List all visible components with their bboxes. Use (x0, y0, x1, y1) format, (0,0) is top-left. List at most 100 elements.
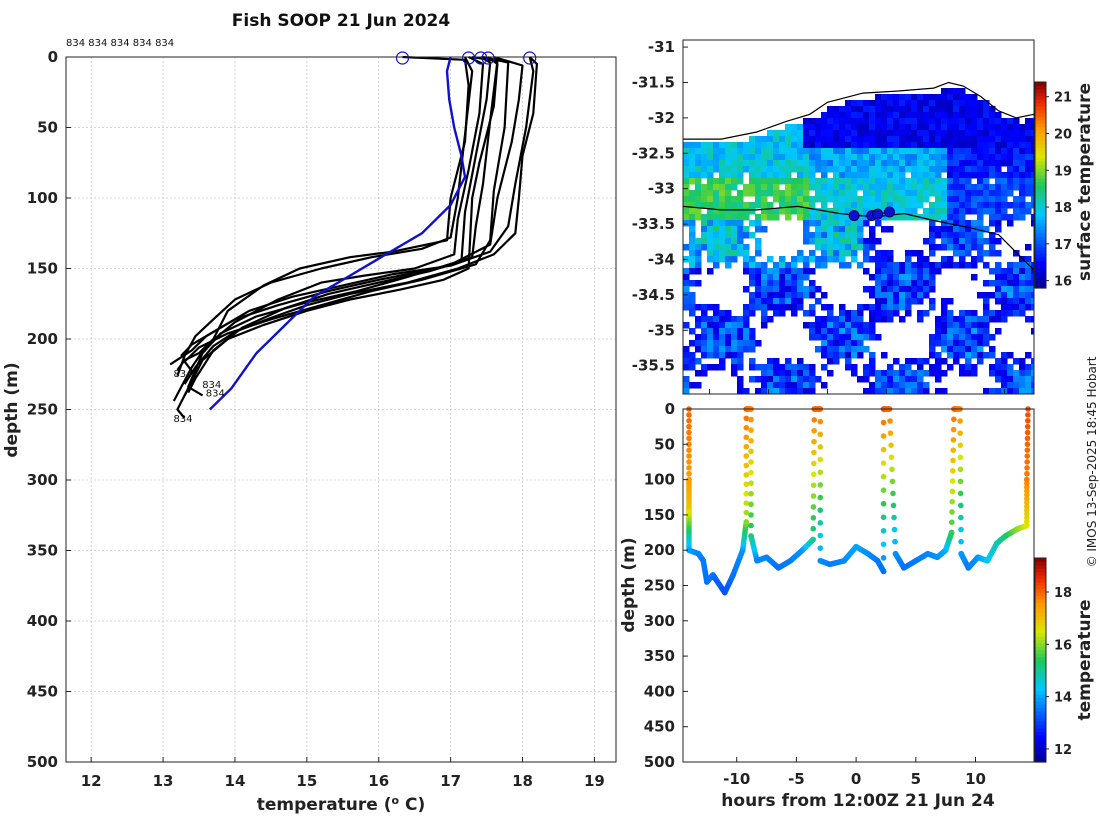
trace-point (686, 453, 692, 459)
temperature-colorbar-swatch (1035, 581, 1046, 586)
sst-cell (977, 238, 984, 245)
sst-cell (719, 256, 726, 263)
sst-cell (959, 220, 966, 227)
sst-cell (959, 124, 966, 131)
sst-cell (935, 334, 942, 341)
temperature-colorbar-swatch (1035, 758, 1046, 763)
sst-cell (767, 154, 774, 161)
sst-cell (923, 154, 930, 161)
sst-cell (959, 100, 966, 107)
sst-cell (743, 262, 750, 269)
sst-cell (983, 100, 990, 107)
sst-cell (989, 112, 996, 119)
sst-cell (905, 136, 912, 143)
sst-cell (905, 94, 912, 101)
sst-cell (803, 388, 810, 394)
sst-cell (929, 238, 936, 245)
sst-cell (833, 202, 840, 209)
sst-cell (905, 166, 912, 173)
sst-cell (911, 196, 918, 203)
sst-cell (791, 130, 798, 137)
sst-cell (803, 214, 810, 221)
sst-cell (917, 196, 924, 203)
sst-cell (809, 388, 816, 394)
sst-cell (941, 160, 948, 167)
sst-cell (875, 136, 882, 143)
sst-cell (923, 208, 930, 215)
sst-cell (953, 208, 960, 215)
sst-cell (803, 364, 810, 371)
sst-cell (863, 268, 870, 275)
sst-cell (1001, 304, 1008, 311)
sst-cell (929, 94, 936, 101)
profile-casts (169, 51, 538, 419)
sst-cell (953, 202, 960, 209)
map-lat-tick-label: -31.5 (632, 73, 675, 91)
sst-cell (833, 352, 840, 359)
profile-cast-line (169, 55, 499, 366)
sst-cell (713, 340, 720, 347)
sst-cell (827, 178, 834, 185)
sst-cell (995, 118, 1002, 125)
sst-cell (1031, 202, 1034, 209)
sst-cell (809, 184, 816, 191)
sst-cell (875, 388, 882, 394)
sst-cell (803, 238, 810, 245)
sst-cell (971, 136, 978, 143)
sst-cell (779, 286, 786, 293)
sst-cell (809, 238, 816, 245)
sst-cell (989, 238, 996, 245)
sst-cell (875, 112, 882, 119)
sst-cell (917, 310, 924, 317)
sst-cell (947, 106, 954, 113)
sst-cell (725, 250, 732, 257)
sst-cell (959, 262, 966, 269)
sst-cell (737, 202, 744, 209)
sst-cell (869, 160, 876, 167)
sst-cell (845, 172, 852, 179)
sst-cell (779, 148, 786, 155)
sst-cell (971, 238, 978, 245)
sst-cell (863, 214, 870, 221)
sst-cell (857, 172, 864, 179)
sst-cell (839, 136, 846, 143)
sst-colorbar-tick-label: 16 (1054, 275, 1072, 290)
sst-cell (1031, 118, 1034, 125)
sst-cell (707, 232, 714, 239)
sst-cell (755, 178, 762, 185)
sst-cell (857, 154, 864, 161)
sst-cell (989, 346, 996, 353)
trace-point (743, 472, 750, 478)
sst-cell (923, 112, 930, 119)
sst-cell (941, 136, 948, 143)
sst-cell (1001, 172, 1008, 179)
temperature-colorbar-swatch (1035, 677, 1046, 681)
sst-cell (1019, 388, 1026, 394)
sst-colorbar-swatch (1035, 102, 1046, 107)
sst-cell (755, 292, 762, 299)
sst-cell (923, 196, 930, 203)
sst-cell (785, 262, 792, 269)
sst-cell (917, 298, 924, 305)
sst-cell (857, 160, 864, 167)
sst-cell (785, 190, 792, 197)
profile-y-tick-label: 50 (37, 119, 58, 137)
sst-cell (851, 166, 858, 173)
sst-colorbar-swatch (1035, 143, 1046, 148)
sst-cell (965, 130, 972, 137)
temperature-colorbar-swatch (1035, 598, 1046, 603)
sst-cell (749, 334, 756, 341)
temperature-colorbar-swatch (1035, 571, 1046, 576)
sst-cell (821, 352, 828, 359)
sst-cell (875, 280, 882, 287)
profile-x-tick-label: 12 (81, 772, 102, 790)
sst-cell (1001, 178, 1008, 185)
sst-cell (935, 136, 942, 143)
sst-cell (827, 124, 834, 131)
sst-cell (695, 340, 702, 347)
sst-cell (749, 358, 756, 365)
sst-cell (743, 256, 750, 263)
sst-cell (1001, 136, 1008, 143)
sst-cell (929, 118, 936, 125)
